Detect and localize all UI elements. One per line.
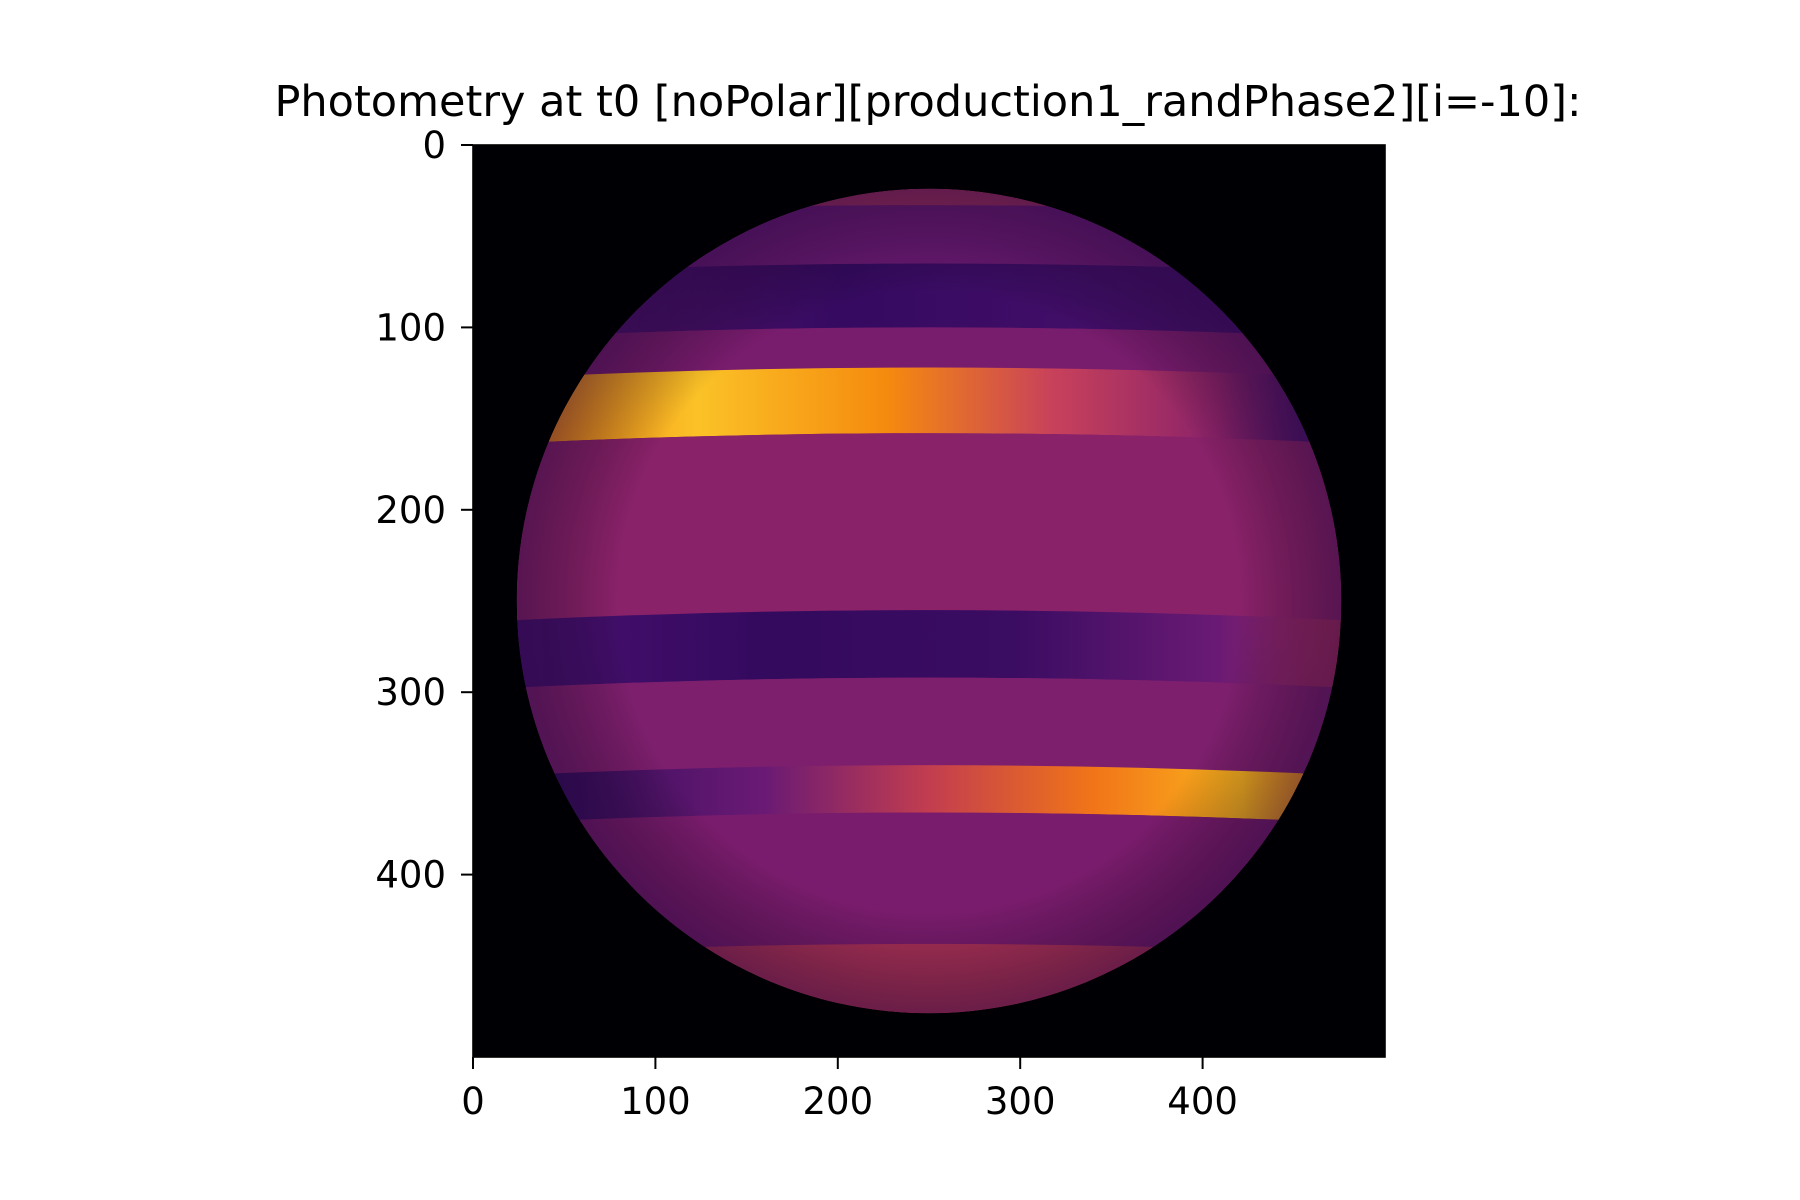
y-tick-label: 100 (375, 306, 446, 349)
disk-limb-shading (516, 188, 1342, 1014)
x-axis: 0 100 200 300 400 (461, 1057, 1238, 1123)
x-tick-label: 0 (461, 1080, 485, 1123)
y-axis: 0 100 200 300 400 (375, 124, 473, 897)
y-tick-label: 300 (375, 671, 446, 714)
plot-area (472, 144, 1386, 1058)
y-tick-label: 0 (422, 124, 446, 167)
x-tick-label: 300 (985, 1080, 1056, 1123)
x-tick-label: 400 (1167, 1080, 1238, 1123)
x-tick-label: 100 (620, 1080, 691, 1123)
plot-frame (472, 144, 1386, 1058)
planet-disk (516, 188, 1342, 1014)
x-tick-label: 200 (802, 1080, 873, 1123)
y-tick-label: 400 (375, 854, 446, 897)
chart-title: Photometry at t0 [noPolar][production1_r… (274, 77, 1581, 127)
y-tick-label: 200 (375, 489, 446, 532)
